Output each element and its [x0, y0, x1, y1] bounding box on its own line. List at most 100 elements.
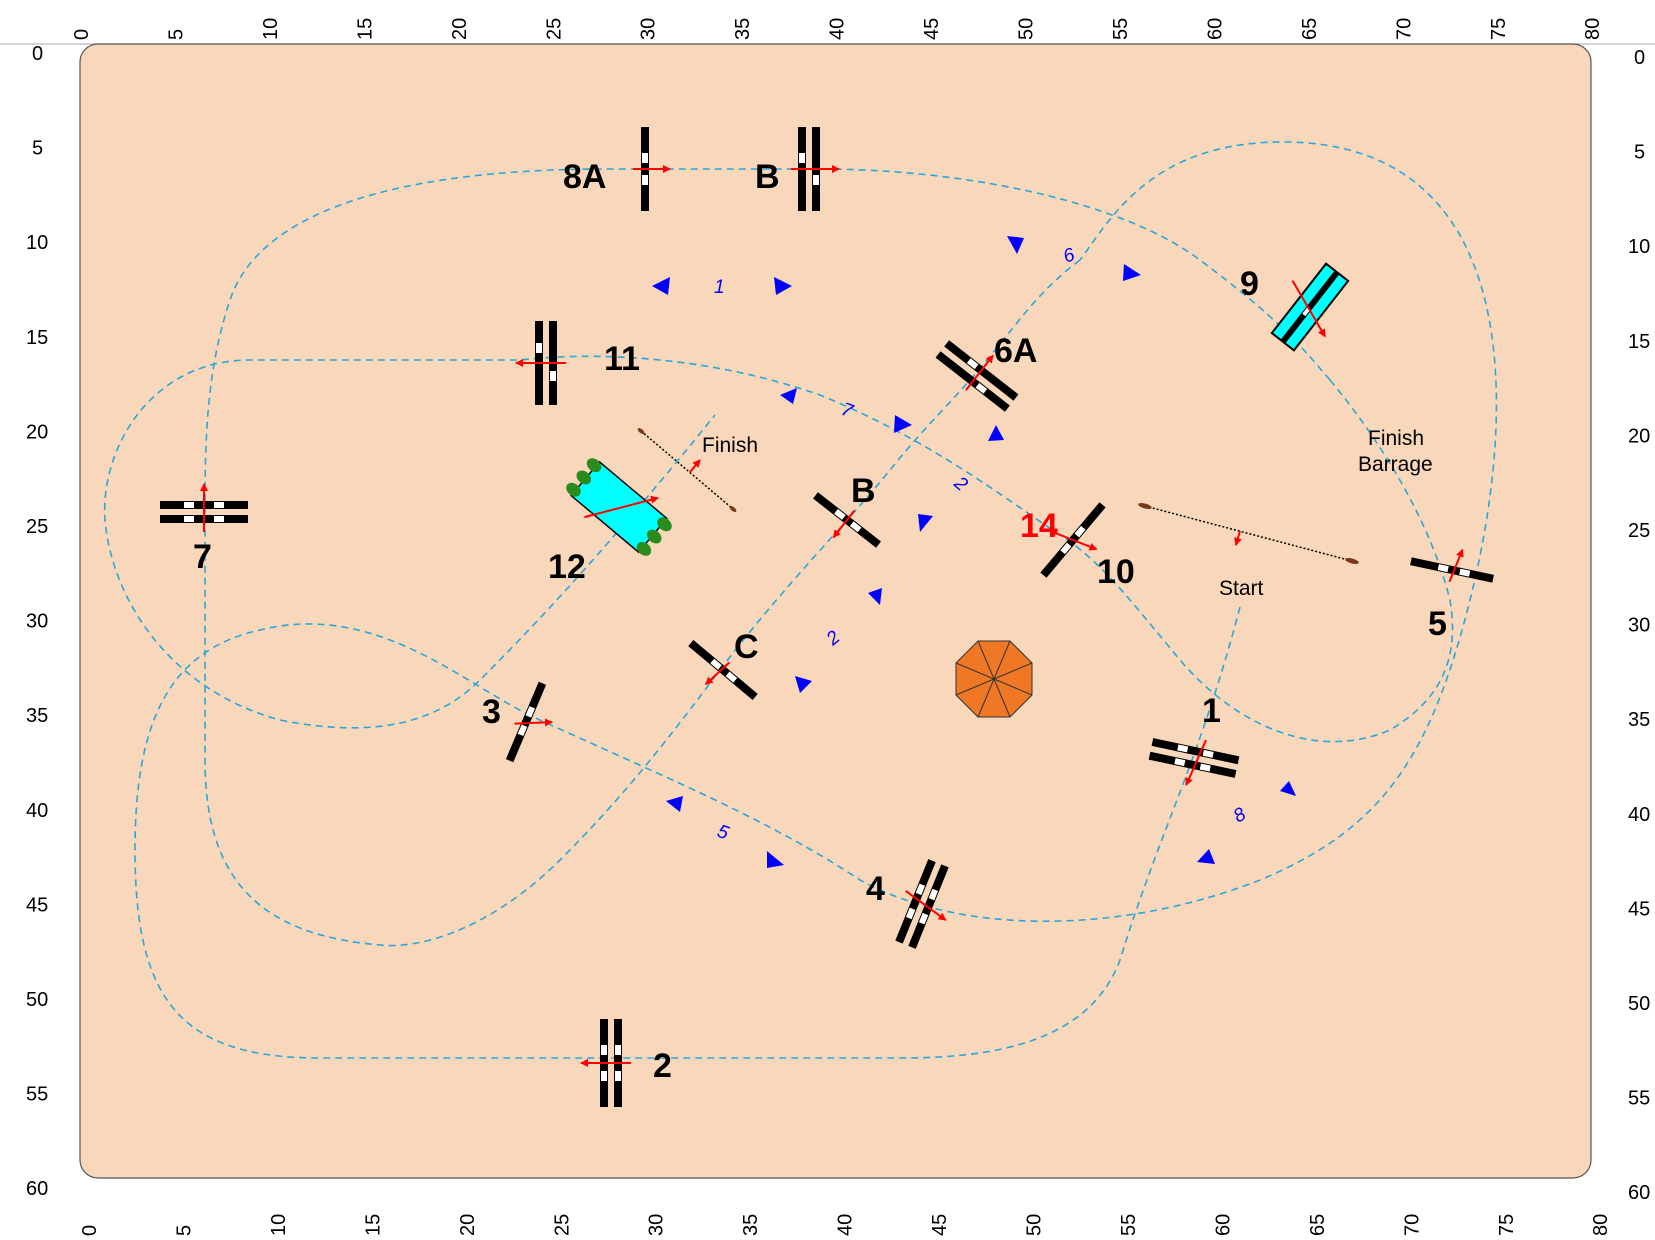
x-tick-label-top: 55: [1110, 18, 1132, 40]
x-tick-label-bottom: 10: [268, 1214, 290, 1236]
jump-label-8a: 8A: [563, 158, 606, 196]
jump-label-4: 4: [866, 870, 885, 908]
jump-label-7: 7: [193, 538, 212, 576]
y-tick-label-right: 60: [1628, 1182, 1650, 1204]
direction-markers: [652, 236, 1296, 868]
timing-lines: Finish Start Finish Barrage: [637, 427, 1433, 600]
jump-label-11: 11: [604, 340, 640, 378]
x-scale-bottom: 0 5 10 15 20 25 30 35 40 45 50 55 60 65 70 75 80: [79, 1214, 1612, 1236]
direction-marker: [767, 851, 784, 868]
y-tick-label-left: 45: [26, 894, 48, 916]
y-tick-label-left: 25: [26, 516, 48, 538]
x-tick-label-top: 50: [1016, 18, 1038, 40]
y-tick-label-left: 60: [26, 1178, 48, 1200]
x-tick-label-bottom: 80: [1590, 1214, 1612, 1236]
jump-8a: [633, 127, 671, 211]
y-tick-label-left: 15: [26, 327, 48, 349]
x-tick-label-bottom: 40: [835, 1214, 857, 1236]
direction-marker: [795, 676, 812, 693]
x-tick-label-bottom: 15: [362, 1214, 384, 1236]
y-tick-label-right: 0: [1634, 47, 1645, 69]
direction-marker: [652, 277, 670, 295]
x-scale-top: 0 5 10 15 20 25 30 35 40 45 50 55 60 65 70 75 80: [71, 18, 1604, 40]
jump-10: [1040, 502, 1106, 578]
y-tick-label-right: 20: [1628, 425, 1650, 447]
jump-5: [1410, 548, 1494, 583]
y-tick-label-right: 15: [1628, 331, 1650, 353]
jump-label-8b: B: [755, 158, 780, 196]
y-tick-label-right: 25: [1628, 520, 1650, 542]
arena-surface: [79, 43, 1592, 1179]
direction-marker: [868, 588, 882, 605]
direction-marker: [894, 415, 912, 433]
y-tick-label-right: 55: [1628, 1088, 1650, 1110]
x-tick-label-top: 65: [1299, 18, 1321, 40]
x-tick-label-bottom: 75: [1496, 1214, 1518, 1236]
y-tick-label-left: 40: [26, 800, 48, 822]
jump-3: [505, 681, 553, 763]
direction-marker: [774, 277, 792, 295]
jump-7: [160, 483, 248, 532]
finish-label: Finish: [702, 434, 758, 457]
route-outer-loop: [134, 141, 1498, 1059]
jump-8b: [791, 127, 840, 211]
y-tick-label-right: 30: [1628, 615, 1650, 637]
y-tick-label-left: 50: [26, 989, 48, 1011]
x-tick-label-bottom: 70: [1401, 1214, 1423, 1236]
x-tick-label-bottom: 30: [646, 1214, 668, 1236]
x-tick-label-bottom: 25: [551, 1214, 573, 1236]
jump-label-1: 1: [1202, 692, 1221, 730]
jump-label-6a: 6A: [994, 332, 1037, 370]
sequence-marker: 1: [714, 277, 725, 298]
x-tick-label-top: 5: [165, 29, 187, 40]
jump-12: [566, 458, 672, 556]
y-tick-label-left: 0: [32, 43, 43, 65]
x-tick-label-bottom: 50: [1024, 1214, 1046, 1236]
x-tick-label-top: 30: [638, 18, 660, 40]
start-label: Start: [1219, 577, 1264, 600]
jump-6c: [688, 639, 758, 701]
finish-barrage-label-line2: Barrage: [1358, 453, 1433, 476]
jump-label-2: 2: [653, 1047, 672, 1085]
x-tick-label-bottom: 20: [457, 1214, 479, 1236]
x-tick-label-top: 80: [1582, 18, 1604, 40]
direction-marker: [1280, 781, 1296, 796]
y-tick-label-left: 10: [26, 232, 48, 254]
x-tick-label-bottom: 60: [1212, 1214, 1234, 1236]
x-tick-label-top: 70: [1393, 18, 1415, 40]
jump-4: [895, 859, 949, 949]
direction-marker: [666, 796, 683, 812]
direction-marker: [1123, 264, 1141, 281]
y-tick-label-left: 20: [26, 421, 48, 443]
y-tick-label-right: 45: [1628, 898, 1650, 920]
finish-barrage-label-line1: Finish: [1368, 427, 1424, 450]
x-tick-label-top: 40: [827, 18, 849, 40]
y-tick-label-right: 10: [1628, 236, 1650, 258]
jump-label-6b: B: [851, 472, 876, 510]
jump-1: [1148, 738, 1240, 786]
jump-label-6c: C: [734, 628, 759, 666]
route-middle-loop: [103, 355, 1454, 743]
x-tick-label-top: 15: [354, 18, 376, 40]
direction-marker: [918, 514, 933, 532]
jump-label-10: 10: [1097, 553, 1135, 591]
x-tick-label-top: 20: [449, 18, 471, 40]
x-tick-label-bottom: 45: [929, 1214, 951, 1236]
y-tick-label-left: 55: [26, 1084, 48, 1106]
x-tick-label-top: 75: [1488, 18, 1510, 40]
jump-label-5: 5: [1428, 605, 1447, 643]
x-tick-label-bottom: 65: [1307, 1214, 1329, 1236]
x-tick-label-bottom: 0: [79, 1225, 101, 1236]
x-tick-label-bottom: 35: [740, 1214, 762, 1236]
x-tick-label-top: 0: [71, 29, 93, 40]
y-tick-label-left: 5: [32, 138, 43, 160]
y-tick-label-left: 35: [26, 705, 48, 727]
y-tick-label-left: 30: [26, 611, 48, 633]
jump-label-3: 3: [482, 693, 501, 731]
start-line: [1138, 502, 1359, 565]
y-scale-left: 0 5 10 15 20 25 30 35 40 45 50 55 60: [26, 43, 48, 1200]
y-tick-label-right: 40: [1628, 804, 1650, 826]
finish-line: [637, 428, 737, 512]
jump-2: [580, 1019, 631, 1107]
x-tick-label-top: 60: [1204, 18, 1226, 40]
